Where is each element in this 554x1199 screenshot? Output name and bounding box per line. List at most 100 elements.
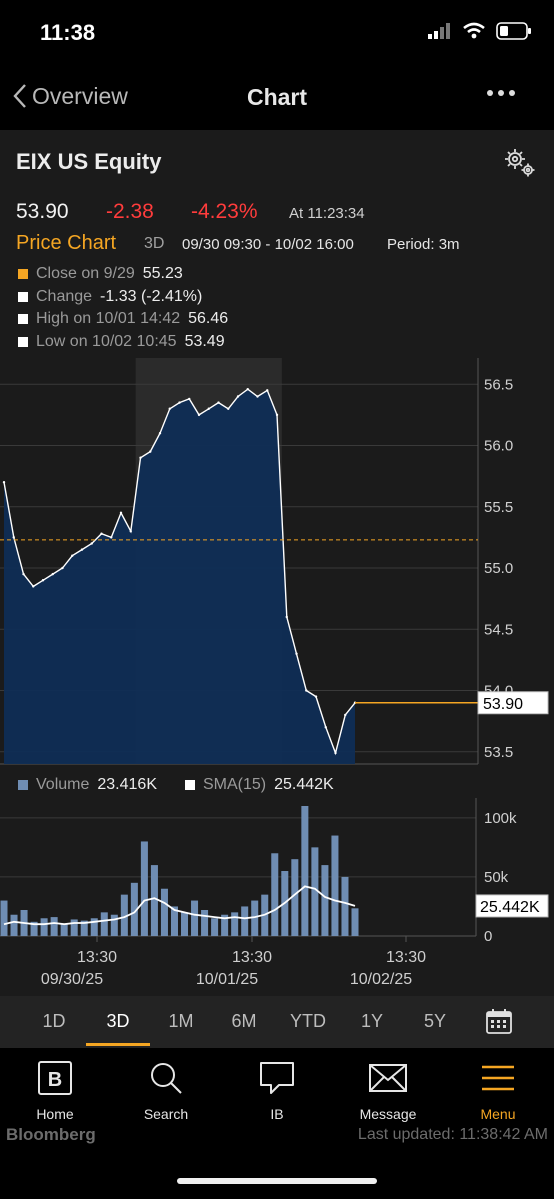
volume-bar [90, 918, 98, 936]
last-price-tag-label: 53.90 [483, 696, 523, 713]
price-chart[interactable]: 56.556.055.555.054.554.053.553.90 [0, 358, 554, 770]
range-6m-button[interactable]: 6M [231, 1011, 257, 1031]
y-tick-label: 50k [484, 869, 509, 886]
legend-value: 56.46 [188, 310, 229, 328]
volume-swatch [18, 780, 28, 790]
range-1d-button[interactable]: 1D [42, 1011, 66, 1031]
volume-bar [321, 865, 329, 936]
price-point [129, 530, 132, 533]
volume-value: 23.416K [97, 776, 157, 793]
sma-swatch [184, 780, 195, 790]
tab-message[interactable]: Message [338, 1056, 438, 1126]
volume-bar [251, 900, 259, 936]
price-point [71, 554, 74, 557]
volume-bar [331, 835, 339, 936]
range-1m-button[interactable]: 1M [168, 1011, 194, 1031]
volume-bar [241, 906, 249, 936]
sma-value-tag [475, 894, 549, 918]
pct-change: -4.23% [191, 200, 258, 223]
range-selector: 1D 3D 1M 6M YTD 1Y 5Y [0, 996, 554, 1048]
volume-bar [140, 841, 148, 936]
wifi-icon [463, 22, 485, 39]
price-point [266, 389, 269, 392]
legend-label: Change [36, 287, 93, 305]
price-point [344, 713, 347, 717]
back-button[interactable]: Overview [12, 82, 128, 110]
price-point [12, 536, 15, 539]
volume-bar [221, 914, 229, 936]
back-label: Overview [32, 82, 128, 109]
signal-icon [428, 23, 450, 39]
volume-bar [181, 912, 189, 936]
price-point [32, 585, 35, 588]
calendar-icon[interactable] [486, 1008, 512, 1034]
net-change: -2.38 [106, 200, 154, 223]
price-point [246, 387, 249, 391]
chart-dates: 09/30 09:30 - 10/02 16:00 [182, 236, 354, 253]
volume-bar [170, 906, 178, 936]
search-icon [151, 1063, 182, 1094]
tab-menu[interactable]: Menu [448, 1056, 548, 1126]
price-point [22, 572, 25, 576]
range-1y-button[interactable]: 1Y [360, 1011, 384, 1031]
chart-label[interactable]: Price Chart [16, 232, 117, 254]
quote-time: At 11:23:34 [289, 205, 365, 222]
tab-home[interactable]: B Home [5, 1056, 105, 1126]
volume-bar [40, 918, 48, 936]
sma-value: 25.442K [274, 776, 334, 793]
x-tick-time: 13:30 [232, 949, 272, 966]
volume-bar [150, 865, 158, 936]
battery-icon [496, 22, 531, 40]
last-updated: Last updated: 11:38:42 AM [357, 1126, 548, 1143]
legend-value: 53.49 [184, 332, 225, 350]
price-point [207, 407, 210, 410]
last-price-tag [477, 691, 549, 715]
tab-label: Search [143, 1106, 189, 1122]
legend-swatch [18, 336, 28, 347]
range-5y-button[interactable]: 5Y [423, 1011, 447, 1031]
price-point [334, 751, 337, 755]
volume-bar [60, 924, 68, 936]
legend-row: Close on 9/29 55.23 [18, 263, 418, 286]
volume-bar [30, 921, 38, 936]
legend-value: 55.23 [142, 265, 183, 283]
more-icon[interactable] [486, 88, 516, 98]
price-point [217, 401, 220, 404]
range-3d-button[interactable]: 3D [106, 1011, 130, 1031]
volume-bar [201, 910, 209, 936]
y-tick-label: 55.0 [484, 560, 513, 577]
status-icons [428, 22, 532, 40]
nav-bar: Overview Chart [0, 68, 554, 130]
price-point [41, 579, 45, 582]
tab-label: Message [359, 1106, 417, 1122]
volume-bar [311, 847, 319, 936]
price-point [110, 536, 113, 539]
chevron-left-icon [13, 84, 26, 108]
envelope-icon [369, 1064, 407, 1092]
tab-label: Home [36, 1106, 74, 1122]
price-point [295, 652, 298, 655]
volume-bar [231, 912, 239, 936]
legend-swatch [18, 314, 28, 325]
hamburger-menu-icon [482, 1065, 514, 1091]
tab-search[interactable]: Search [116, 1056, 216, 1126]
range-ytd-button[interactable]: YTD [290, 1011, 326, 1031]
legend-swatch [18, 291, 28, 302]
price-point [188, 397, 191, 401]
price-point [178, 401, 181, 404]
tab-bar: B Home Search IB Message [0, 1048, 554, 1199]
tab-ib[interactable]: IB [227, 1056, 327, 1126]
svg-text:B: B [48, 1069, 62, 1091]
settings-gear-icon[interactable] [502, 146, 538, 180]
security-ticker: EIX US Equity [16, 149, 162, 174]
price-point [139, 456, 142, 459]
volume-chart[interactable]: 100k 50k 0 25.442K 13:30 09/30/25 13:30 10/01/2… [0, 798, 554, 988]
legend-row: High on 10/01 14:42 56.46 [18, 308, 418, 331]
last-price: 53.90 [16, 200, 69, 223]
volume-label: Volume [36, 776, 90, 793]
y-tick-label: 56.5 [484, 376, 513, 393]
price-point [149, 450, 152, 453]
volume-bar [271, 853, 279, 936]
price-point [51, 572, 54, 576]
y-tick-label: 100k [484, 810, 517, 827]
